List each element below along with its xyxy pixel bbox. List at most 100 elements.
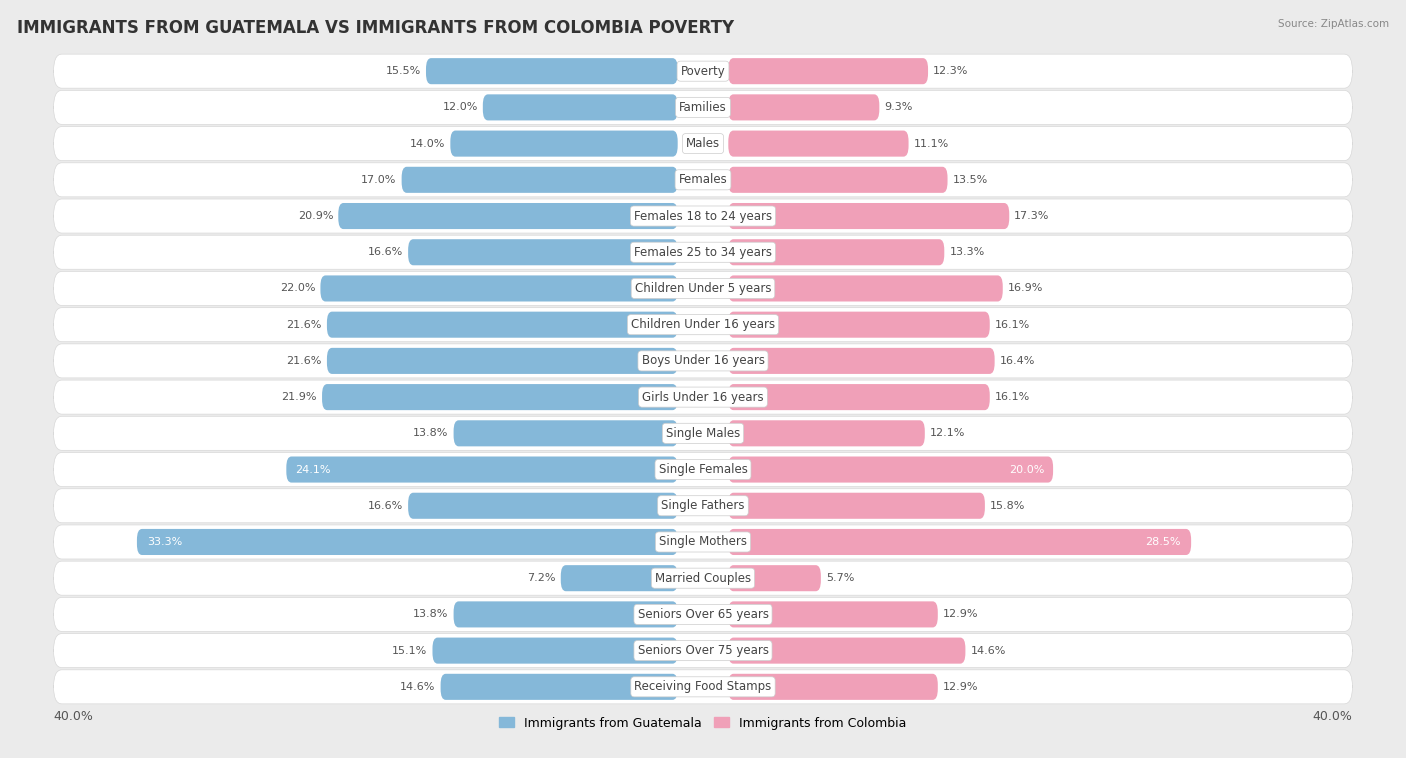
FancyBboxPatch shape (53, 127, 1353, 161)
FancyBboxPatch shape (728, 348, 994, 374)
FancyBboxPatch shape (433, 637, 678, 664)
Text: Single Females: Single Females (658, 463, 748, 476)
FancyBboxPatch shape (53, 525, 1353, 559)
Text: Poverty: Poverty (681, 64, 725, 77)
FancyBboxPatch shape (728, 312, 990, 338)
Text: 20.9%: 20.9% (298, 211, 333, 221)
FancyBboxPatch shape (287, 456, 678, 483)
Text: 16.6%: 16.6% (368, 501, 404, 511)
Text: 15.1%: 15.1% (392, 646, 427, 656)
Text: Seniors Over 75 years: Seniors Over 75 years (637, 644, 769, 657)
FancyBboxPatch shape (454, 420, 678, 446)
FancyBboxPatch shape (53, 344, 1353, 378)
FancyBboxPatch shape (728, 94, 879, 121)
Legend: Immigrants from Guatemala, Immigrants from Colombia: Immigrants from Guatemala, Immigrants fr… (494, 712, 912, 735)
Text: 12.1%: 12.1% (929, 428, 966, 438)
FancyBboxPatch shape (53, 561, 1353, 595)
Text: 12.3%: 12.3% (934, 66, 969, 76)
Text: 24.1%: 24.1% (295, 465, 330, 475)
FancyBboxPatch shape (328, 348, 678, 374)
FancyBboxPatch shape (728, 58, 928, 84)
FancyBboxPatch shape (321, 275, 678, 302)
Text: 14.6%: 14.6% (970, 646, 1005, 656)
FancyBboxPatch shape (728, 565, 821, 591)
Text: Married Couples: Married Couples (655, 572, 751, 584)
Text: 12.0%: 12.0% (443, 102, 478, 112)
FancyBboxPatch shape (53, 453, 1353, 487)
FancyBboxPatch shape (408, 493, 678, 518)
FancyBboxPatch shape (53, 199, 1353, 233)
Text: 14.6%: 14.6% (401, 682, 436, 692)
Text: Families: Families (679, 101, 727, 114)
FancyBboxPatch shape (426, 58, 678, 84)
FancyBboxPatch shape (53, 54, 1353, 88)
FancyBboxPatch shape (53, 308, 1353, 342)
Text: 16.4%: 16.4% (1000, 356, 1035, 366)
Text: Males: Males (686, 137, 720, 150)
Text: 16.1%: 16.1% (995, 392, 1031, 402)
Text: 13.5%: 13.5% (953, 175, 988, 185)
Text: 16.6%: 16.6% (368, 247, 404, 257)
Text: 20.0%: 20.0% (1010, 465, 1045, 475)
FancyBboxPatch shape (728, 240, 945, 265)
Text: 12.9%: 12.9% (943, 609, 979, 619)
Text: Single Males: Single Males (666, 427, 740, 440)
FancyBboxPatch shape (53, 597, 1353, 631)
Text: 9.3%: 9.3% (884, 102, 912, 112)
FancyBboxPatch shape (482, 94, 678, 121)
Text: Receiving Food Stamps: Receiving Food Stamps (634, 681, 772, 694)
Text: Girls Under 16 years: Girls Under 16 years (643, 390, 763, 403)
Text: 16.9%: 16.9% (1008, 283, 1043, 293)
Text: 22.0%: 22.0% (280, 283, 315, 293)
Text: 17.3%: 17.3% (1014, 211, 1050, 221)
Text: 15.8%: 15.8% (990, 501, 1025, 511)
FancyBboxPatch shape (328, 312, 678, 338)
Text: 12.9%: 12.9% (943, 682, 979, 692)
Text: Females: Females (679, 174, 727, 186)
Text: Boys Under 16 years: Boys Under 16 years (641, 355, 765, 368)
Text: IMMIGRANTS FROM GUATEMALA VS IMMIGRANTS FROM COLOMBIA POVERTY: IMMIGRANTS FROM GUATEMALA VS IMMIGRANTS … (17, 19, 734, 37)
FancyBboxPatch shape (728, 674, 938, 700)
Text: 17.0%: 17.0% (361, 175, 396, 185)
FancyBboxPatch shape (53, 634, 1353, 668)
FancyBboxPatch shape (402, 167, 678, 193)
Text: Source: ZipAtlas.com: Source: ZipAtlas.com (1278, 19, 1389, 29)
FancyBboxPatch shape (728, 167, 948, 193)
Text: 5.7%: 5.7% (825, 573, 855, 583)
FancyBboxPatch shape (136, 529, 678, 555)
FancyBboxPatch shape (728, 420, 925, 446)
FancyBboxPatch shape (53, 489, 1353, 523)
FancyBboxPatch shape (53, 235, 1353, 269)
FancyBboxPatch shape (454, 601, 678, 628)
Text: 40.0%: 40.0% (1313, 710, 1353, 723)
FancyBboxPatch shape (728, 493, 984, 518)
FancyBboxPatch shape (728, 275, 1002, 302)
Text: 14.0%: 14.0% (411, 139, 446, 149)
FancyBboxPatch shape (440, 674, 678, 700)
Text: 28.5%: 28.5% (1146, 537, 1181, 547)
Text: Children Under 5 years: Children Under 5 years (634, 282, 772, 295)
Text: 11.1%: 11.1% (914, 139, 949, 149)
FancyBboxPatch shape (53, 416, 1353, 450)
FancyBboxPatch shape (728, 456, 1053, 483)
Text: 7.2%: 7.2% (527, 573, 555, 583)
FancyBboxPatch shape (53, 271, 1353, 305)
Text: 13.3%: 13.3% (949, 247, 984, 257)
FancyBboxPatch shape (53, 90, 1353, 124)
FancyBboxPatch shape (728, 601, 938, 628)
FancyBboxPatch shape (450, 130, 678, 157)
Text: Children Under 16 years: Children Under 16 years (631, 318, 775, 331)
Text: 16.1%: 16.1% (995, 320, 1031, 330)
Text: Females 25 to 34 years: Females 25 to 34 years (634, 246, 772, 258)
FancyBboxPatch shape (53, 380, 1353, 414)
Text: 13.8%: 13.8% (413, 609, 449, 619)
Text: 33.3%: 33.3% (148, 537, 183, 547)
Text: 13.8%: 13.8% (413, 428, 449, 438)
Text: Single Fathers: Single Fathers (661, 500, 745, 512)
FancyBboxPatch shape (408, 240, 678, 265)
FancyBboxPatch shape (728, 529, 1191, 555)
FancyBboxPatch shape (561, 565, 678, 591)
Text: 21.6%: 21.6% (287, 320, 322, 330)
FancyBboxPatch shape (728, 637, 966, 664)
Text: Females 18 to 24 years: Females 18 to 24 years (634, 209, 772, 223)
